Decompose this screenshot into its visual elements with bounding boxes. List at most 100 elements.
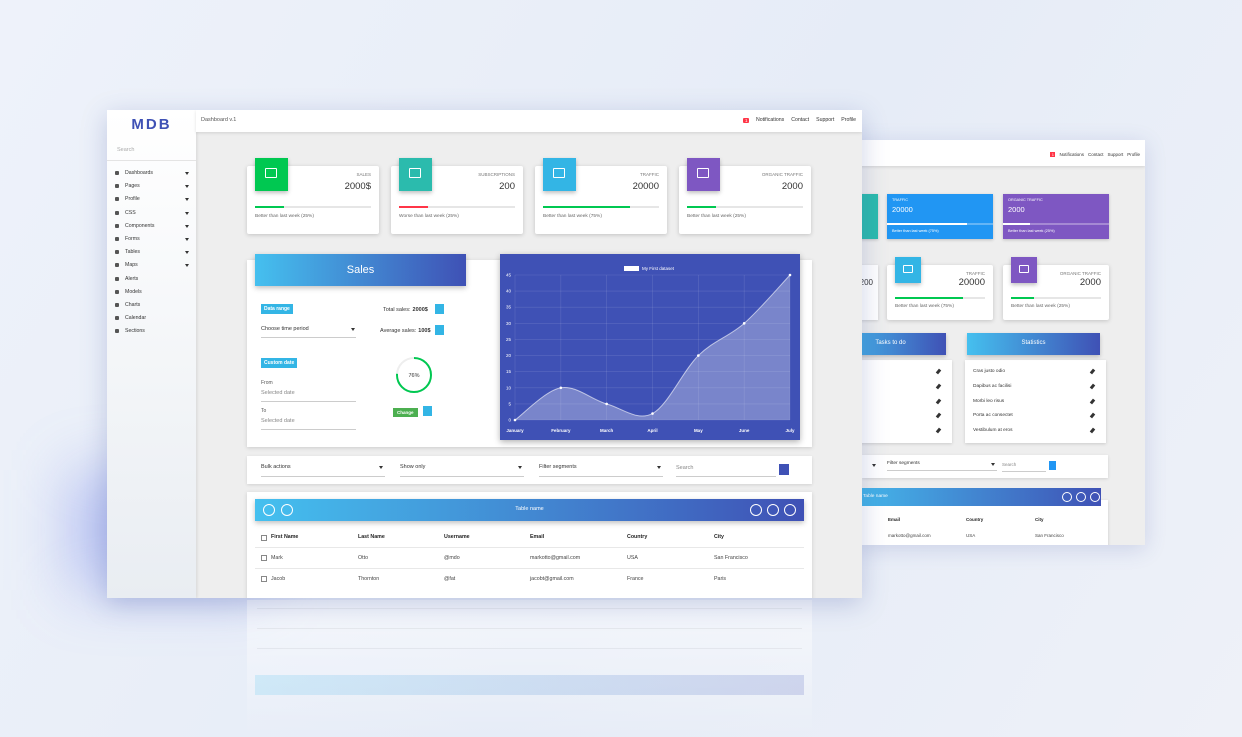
icon-button[interactable]: [767, 504, 779, 516]
stat-note: Better than last week (75%): [892, 229, 939, 233]
help-button[interactable]: [423, 406, 432, 416]
nav-item[interactable]: Charts: [125, 302, 141, 308]
nav-item[interactable]: Tables: [125, 249, 140, 256]
edit-icon[interactable]: [1089, 398, 1096, 404]
y-tick-label: 25: [506, 337, 512, 342]
stat-card: TRAFFIC 20000 Better than last week (75%): [535, 158, 667, 234]
x-tick-label: February: [551, 428, 571, 433]
breadcrumb: Dashboard v.1: [201, 117, 237, 123]
nav-item[interactable]: Alerts: [125, 275, 139, 282]
notification-badge: 1: [1050, 152, 1056, 157]
nav-icon: [115, 184, 119, 189]
top-nav-item[interactable]: Profile: [1127, 152, 1140, 157]
nav-item[interactable]: Profile: [125, 196, 140, 203]
nav-icon: [115, 303, 119, 307]
date-input[interactable]: Selected date: [261, 418, 356, 430]
nav-item[interactable]: Maps: [125, 262, 138, 269]
stat-value: 200: [859, 278, 873, 287]
icon-button[interactable]: [1076, 492, 1086, 502]
filter-select[interactable]: Show only: [400, 464, 524, 477]
edit-icon[interactable]: [1089, 383, 1096, 390]
column-header[interactable]: City: [1035, 517, 1044, 522]
top-nav-item[interactable]: Notifications: [1059, 152, 1084, 157]
icon-button[interactable]: [1062, 492, 1072, 502]
select[interactable]: Choose time period: [261, 326, 356, 338]
color-stat-card: ORGANIC TRAFFIC 2000 Better than last week…: [1003, 194, 1109, 239]
dropdown-arrow: [185, 198, 189, 202]
top-nav-item[interactable]: Contact: [1087, 152, 1104, 157]
change-button[interactable]: Change: [393, 408, 418, 417]
progress-track: [255, 206, 371, 208]
gauge-label: 76%: [408, 373, 419, 379]
icon-button[interactable]: [750, 504, 762, 516]
icon-button[interactable]: [263, 504, 275, 516]
logo: MDB: [131, 116, 172, 133]
column-header[interactable]: Last Name: [358, 534, 385, 540]
table-card: Email Country City markotto@gmail.com USA San…: [855, 500, 1108, 545]
stat-value: 2000$: [412, 307, 428, 313]
point: [742, 322, 746, 325]
color-stat-card: TRAFFIC 20000 Better than last week (75%): [887, 194, 993, 239]
point: [788, 273, 792, 277]
field-label: To: [261, 408, 267, 414]
top-nav-item[interactable]: Support: [816, 117, 835, 123]
cell: Jacob: [271, 575, 286, 582]
y-tick-label: 35: [506, 305, 512, 310]
edit-icon[interactable]: [1089, 368, 1096, 375]
column-header[interactable]: Username: [444, 534, 470, 540]
icon-button[interactable]: [281, 504, 293, 516]
column-header[interactable]: City: [714, 534, 725, 540]
nav-item[interactable]: Components: [125, 222, 155, 229]
x-tick-label: April: [647, 428, 657, 433]
search-input[interactable]: Search: [117, 147, 135, 153]
column-header[interactable]: Email: [888, 517, 901, 522]
icon-button[interactable]: [784, 504, 796, 516]
info-button[interactable]: [435, 304, 444, 314]
checkbox[interactable]: [261, 555, 267, 561]
stat-value: 2000: [781, 180, 803, 192]
table-header: Table name: [855, 488, 1101, 506]
stat-value: 20000: [958, 277, 985, 289]
cell: France: [627, 575, 644, 582]
nav-item[interactable]: Forms: [125, 236, 140, 242]
date-input[interactable]: Selected date: [261, 390, 356, 402]
stat-label: TRAFFIC: [640, 172, 659, 177]
info-button[interactable]: [435, 325, 444, 335]
divider: [107, 160, 196, 161]
column-header[interactable]: First Name: [271, 534, 299, 540]
filter-select[interactable]: Filter segments: [887, 461, 997, 471]
edit-icon[interactable]: [1089, 413, 1096, 419]
nav-item[interactable]: Sections: [125, 328, 145, 335]
top-nav-item[interactable]: Contact: [791, 117, 810, 123]
search-input[interactable]: Search: [1002, 462, 1046, 472]
progress-track: [687, 206, 803, 208]
dropdown-arrow: [518, 466, 522, 469]
search-button[interactable]: [779, 464, 789, 475]
search-button[interactable]: [1049, 461, 1056, 470]
filter-select[interactable]: Filter segments: [539, 464, 663, 477]
top-nav-item[interactable]: Notifications: [755, 117, 785, 123]
icon-button[interactable]: [1090, 492, 1100, 502]
nav-item[interactable]: Dashboards: [125, 170, 153, 176]
nav-icon: [115, 237, 119, 241]
dropdown-arrow: [185, 238, 189, 241]
nav-item[interactable]: Pages: [125, 183, 140, 190]
filter-select[interactable]: Bulk actions: [261, 464, 385, 477]
checkbox[interactable]: [261, 575, 267, 582]
top-nav-item[interactable]: Profile: [841, 117, 856, 123]
nav-item[interactable]: Calendar: [125, 315, 147, 322]
gauge-group: 76%: [396, 357, 432, 393]
top-nav-item[interactable]: Support: [1107, 152, 1124, 157]
nav-icon: [115, 276, 119, 281]
edit-icon[interactable]: [1089, 427, 1096, 434]
nav-item[interactable]: CSS: [125, 209, 136, 216]
checkbox[interactable]: [261, 535, 267, 541]
column-header[interactable]: Email: [530, 534, 545, 540]
column-header[interactable]: Country: [627, 534, 648, 540]
x-tick-label: June: [739, 428, 750, 433]
search-input[interactable]: Search: [676, 465, 776, 477]
nav-icon: [115, 250, 119, 255]
stat-icon: [895, 257, 922, 284]
nav-item[interactable]: Models: [125, 288, 142, 295]
column-header[interactable]: Country: [966, 517, 984, 522]
